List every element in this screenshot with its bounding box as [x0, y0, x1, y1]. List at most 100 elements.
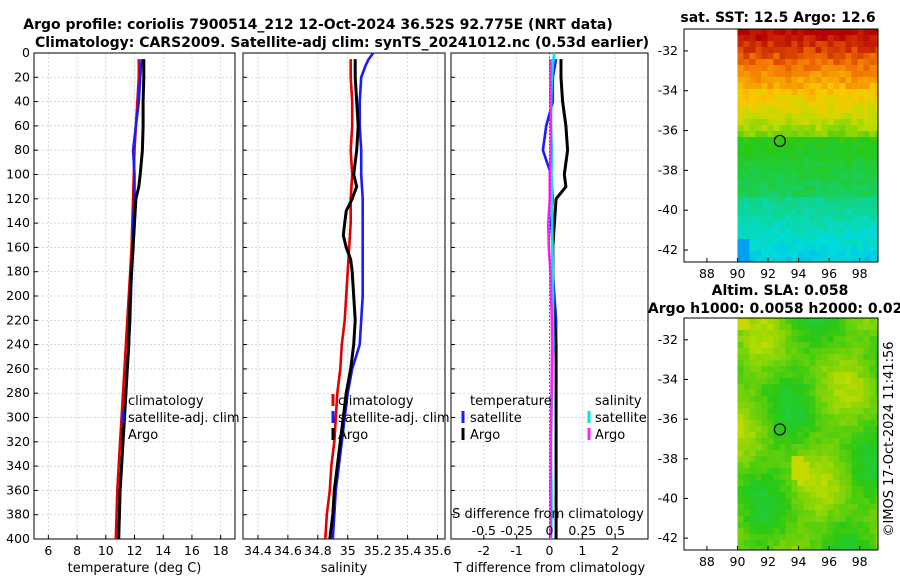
map-cell — [833, 366, 840, 373]
map-cell — [737, 342, 744, 349]
map-cell — [785, 318, 792, 325]
map-cell — [773, 257, 780, 263]
map-cell — [761, 83, 768, 90]
map-cell — [737, 59, 744, 66]
y-tick-label: 360 — [6, 482, 30, 497]
map-cell — [791, 534, 798, 541]
map-cell — [785, 95, 792, 102]
map-cell — [755, 366, 762, 373]
map-cell — [815, 35, 822, 42]
map-cell — [815, 504, 822, 511]
map-cell — [827, 59, 834, 66]
map-cell — [797, 468, 804, 475]
map-cell — [785, 215, 792, 222]
map-cell — [749, 83, 756, 90]
map-cell — [743, 486, 750, 493]
map-cell — [779, 227, 786, 234]
map-cell — [797, 420, 804, 427]
map-cell — [857, 245, 864, 252]
map-cell — [791, 354, 798, 361]
map-cell — [809, 354, 816, 361]
map-cell — [857, 47, 864, 54]
map-cell — [785, 245, 792, 252]
map-cell — [743, 233, 750, 240]
map-cell — [845, 77, 852, 84]
map-cell — [869, 402, 876, 409]
map-cell — [821, 492, 828, 499]
map-cell — [755, 318, 762, 325]
map-cell — [773, 113, 780, 120]
map-cell — [845, 233, 852, 240]
map-cell — [767, 89, 774, 96]
map-cell — [857, 125, 864, 132]
map-cell — [797, 516, 804, 523]
map-cell — [767, 522, 774, 529]
map-cell — [737, 143, 744, 150]
map-cell — [833, 155, 840, 162]
map-cell — [875, 384, 879, 391]
map-cell — [755, 125, 762, 132]
map-cell — [803, 113, 810, 120]
map-cell — [749, 504, 756, 511]
map-cell — [785, 239, 792, 246]
map-cell — [827, 137, 834, 144]
map-cell — [809, 113, 816, 120]
map-cell — [845, 53, 852, 60]
map-cell — [857, 71, 864, 78]
map-cell — [851, 167, 858, 174]
map-cell — [773, 119, 780, 126]
map-cell — [797, 197, 804, 204]
map-cell — [827, 245, 834, 252]
map-cell — [821, 396, 828, 403]
map-cell — [857, 540, 864, 547]
map-cell — [797, 35, 804, 42]
map-cell — [749, 462, 756, 469]
map-cell — [863, 444, 870, 451]
map-cell — [755, 209, 762, 216]
map-cell — [797, 504, 804, 511]
map-cell — [863, 372, 870, 379]
map-cell — [749, 215, 756, 222]
map-cell — [821, 47, 828, 54]
map-cell — [809, 528, 816, 535]
map-cell — [743, 125, 750, 132]
map-cell — [773, 450, 780, 457]
map-cell — [755, 432, 762, 439]
map-cell — [857, 366, 864, 373]
map-cell — [869, 534, 876, 541]
map-cell — [779, 107, 786, 114]
map-cell — [863, 474, 870, 481]
x-tick-label: 2 — [611, 543, 619, 558]
map-cell — [779, 137, 786, 144]
map-x-tick-label: 92 — [760, 554, 776, 569]
map-cell — [875, 480, 879, 487]
map-cell — [803, 53, 810, 60]
map-cell — [857, 209, 864, 216]
map-cell — [755, 462, 762, 469]
map-cell — [749, 402, 756, 409]
map-cell — [857, 257, 864, 263]
map-cell — [737, 468, 744, 475]
map-cell — [827, 414, 834, 421]
map-cell — [779, 348, 786, 355]
map-cell — [749, 143, 756, 150]
map-cell — [755, 143, 762, 150]
map-x-tick-label: 88 — [699, 554, 715, 569]
map-cell — [737, 330, 744, 337]
map-cell — [833, 119, 840, 126]
map-cell — [737, 396, 744, 403]
map-cell — [875, 107, 879, 114]
map-cell — [851, 41, 858, 48]
map-cell — [743, 185, 750, 192]
map-cell — [815, 462, 822, 469]
map-cell — [809, 330, 816, 337]
map-cell — [803, 251, 810, 258]
map-cell — [797, 95, 804, 102]
map-cell — [749, 510, 756, 517]
map-cell — [803, 396, 810, 403]
map-cell — [845, 342, 852, 349]
map-cell — [755, 179, 762, 186]
map-cell — [857, 155, 864, 162]
map-cell — [827, 65, 834, 72]
map-cell — [839, 107, 846, 114]
